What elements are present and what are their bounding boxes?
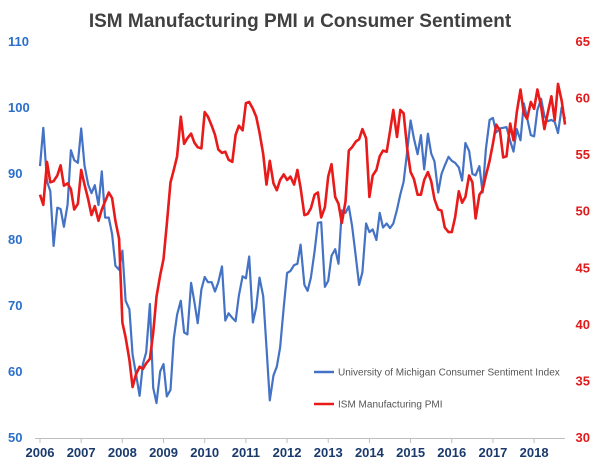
x-tick-label: 2011 — [232, 445, 260, 460]
right-tick-label: 30 — [576, 430, 590, 445]
x-tick-label: 2009 — [149, 445, 178, 460]
right-tick-label: 55 — [576, 147, 590, 162]
left-tick-label: 60 — [8, 364, 22, 379]
right-tick-label: 35 — [576, 373, 590, 388]
x-tick-label: 2015 — [396, 445, 425, 460]
series-line-ism-pmi — [38, 82, 567, 389]
left-tick-label: 100 — [8, 100, 30, 115]
left-tick-label: 90 — [8, 166, 22, 181]
x-tick-label: 2006 — [26, 445, 55, 460]
left-tick-label: 110 — [8, 34, 29, 49]
left-tick-label: 70 — [8, 298, 22, 313]
chart-title: ISM Manufacturing PMI и Consumer Sentime… — [89, 11, 512, 32]
x-tick-label: 2014 — [355, 445, 385, 460]
right-tick-label: 45 — [576, 260, 590, 275]
x-tick-label: 2013 — [314, 445, 343, 460]
right-tick-label: 65 — [576, 34, 590, 49]
x-tick-label: 2010 — [190, 445, 219, 460]
x-tick-label: 2012 — [273, 445, 302, 460]
x-tick-label: 2008 — [108, 445, 137, 460]
x-axis: 2006 2007 2008 2009 2010 2011 2012 2013 2014 2015… — [26, 438, 565, 460]
x-tick-label: 2016 — [437, 445, 466, 460]
left-axis: 50 60 70 80 90 100 110 — [8, 34, 30, 445]
legend-label: ISM Manufacturing PMI — [338, 400, 442, 411]
right-axis: 30 35 40 45 50 55 60 65 — [576, 34, 590, 445]
legend: University of Michigan Consumer Sentimen… — [314, 368, 560, 411]
legend-label: University of Michigan Consumer Sentimen… — [338, 368, 560, 379]
x-tick-label: 2007 — [67, 445, 96, 460]
x-tick-label: 2018 — [520, 445, 549, 460]
left-tick-label: 80 — [8, 232, 22, 247]
series-layer — [38, 82, 567, 405]
left-tick-label: 50 — [8, 430, 22, 445]
right-tick-label: 40 — [576, 317, 590, 332]
right-tick-label: 50 — [576, 204, 590, 219]
right-tick-label: 60 — [576, 91, 590, 106]
series-line-consumer-sentiment — [38, 97, 567, 405]
x-tick-label: 2017 — [478, 445, 507, 460]
